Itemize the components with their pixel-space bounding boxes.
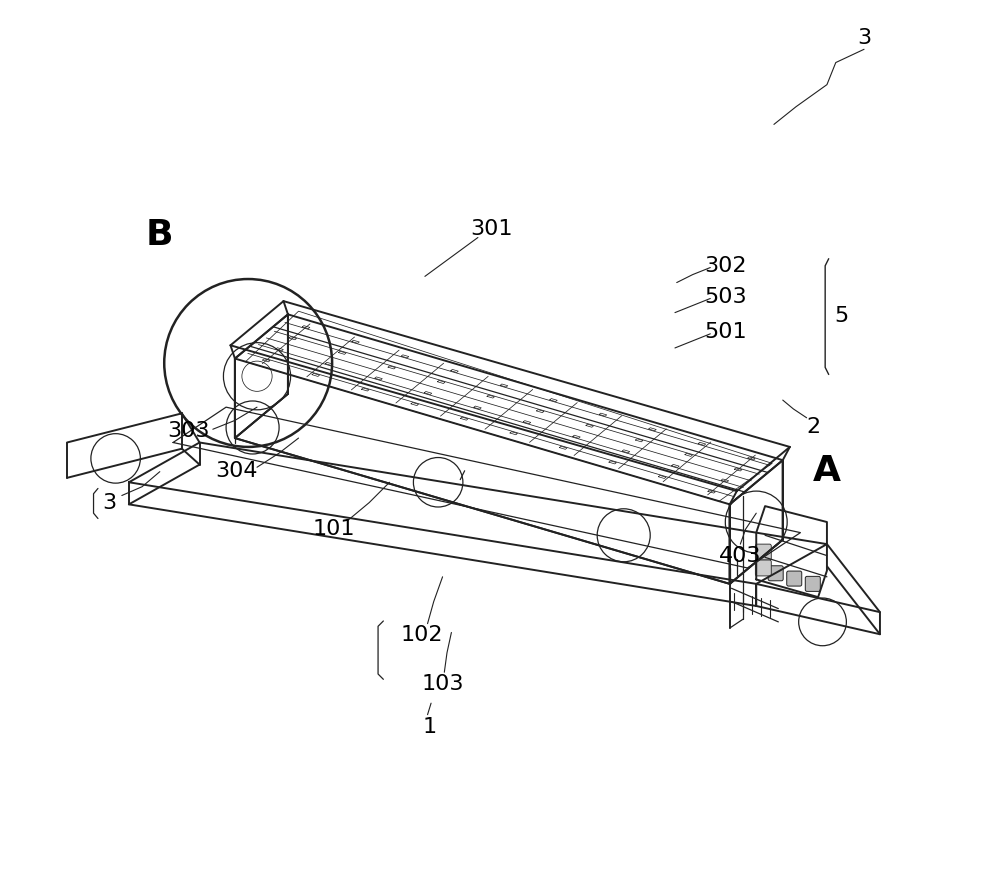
FancyBboxPatch shape	[768, 566, 783, 581]
Text: 3: 3	[857, 27, 871, 48]
FancyBboxPatch shape	[755, 544, 771, 560]
FancyBboxPatch shape	[805, 576, 820, 591]
Text: 403: 403	[719, 545, 762, 566]
Text: A: A	[813, 454, 841, 488]
Text: 503: 503	[704, 287, 747, 307]
Text: 501: 501	[704, 322, 747, 342]
Text: 302: 302	[704, 256, 747, 276]
Text: B: B	[146, 218, 174, 252]
Text: 304: 304	[215, 461, 258, 481]
Text: 301: 301	[470, 219, 512, 239]
Text: 303: 303	[168, 421, 210, 441]
Text: 3: 3	[102, 493, 117, 512]
FancyBboxPatch shape	[755, 560, 771, 576]
Text: 103: 103	[421, 673, 464, 694]
Text: 1: 1	[422, 717, 436, 737]
Text: 2: 2	[807, 417, 821, 436]
Text: 5: 5	[834, 306, 848, 327]
Text: 101: 101	[313, 519, 355, 539]
Text: 102: 102	[401, 625, 443, 645]
FancyBboxPatch shape	[787, 571, 802, 586]
